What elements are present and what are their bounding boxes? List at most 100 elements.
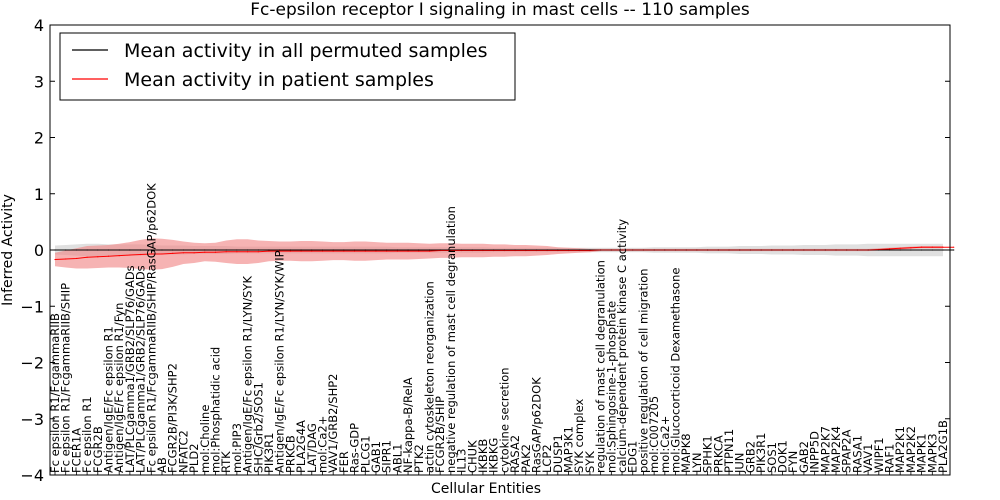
- x-tick-label: regulation of mast cell degranulation: [594, 260, 608, 473]
- x-tick-label: calcium-dependent protein kinase C activ…: [615, 219, 629, 473]
- x-tick-label: Antigen/IgE/Fc epsilon R1/Fyn: [112, 303, 126, 473]
- x-tick-label: ABL1: [390, 444, 404, 473]
- chart-title: Fc-epsilon receptor I signaling in mast …: [250, 0, 750, 20]
- point-patient: [375, 250, 377, 252]
- x-tick-label: MAP2K2: [904, 426, 918, 473]
- x-tick-label: Antigen/IgE/Fc epsilon R1/LYN/SYK/WIP: [273, 250, 287, 473]
- x-tick-label: CHUK: [465, 440, 479, 473]
- point-patient: [107, 255, 110, 257]
- x-tick-label: IL13: [455, 449, 469, 473]
- x-tick-label: Antigen/IgE/Fc epsilon R1: [101, 326, 115, 473]
- x-tick-label: negative regulation of mast cell degranu…: [444, 206, 458, 473]
- point-patient: [225, 251, 227, 253]
- point-patient: [407, 250, 409, 252]
- x-tick-label: MAP3K1: [562, 426, 576, 473]
- x-tick-label: PAK2: [519, 444, 533, 473]
- point-patient: [214, 251, 217, 253]
- y-tick-label: −3: [20, 410, 44, 429]
- x-tick-label: RASA1: [850, 435, 864, 473]
- point-patient: [118, 255, 120, 257]
- y-tick-label: 3: [34, 72, 44, 91]
- x-tick-label: PTK2: [412, 444, 426, 473]
- x-tick-label: PIK3R1: [262, 433, 276, 474]
- x-tick-label: mol:C007205: [647, 396, 661, 473]
- point-patient: [353, 250, 356, 252]
- point-patient: [343, 250, 345, 252]
- x-tick-label: MAPK8: [679, 433, 693, 473]
- x-tick-label: LYN: [690, 452, 704, 473]
- x-tick-label: SPAP2A: [840, 429, 854, 473]
- point-patient: [311, 250, 313, 252]
- x-tick-label: FCER1A: [69, 428, 83, 473]
- x-tick-label: PTPN11: [722, 429, 736, 473]
- x-tick-label: RASA2: [508, 435, 522, 473]
- x-tick-label: PRKCA: [711, 435, 725, 473]
- x-tick-label: SYK: [583, 451, 597, 473]
- x-tick-label: IKBKG: [487, 438, 501, 473]
- legend-label-patient: Mean activity in patient samples: [124, 69, 434, 91]
- point-patient: [921, 246, 923, 248]
- x-tick-label: DOK1: [776, 440, 790, 473]
- point-patient: [150, 253, 152, 255]
- x-tick-label: Antigen/IgE/Fc epsilon R1/LYN/SYK: [241, 276, 255, 473]
- x-tick-label: LAT/PLCgamma1/GRB2/SLP76/GADs: [134, 265, 148, 473]
- y-tick-label: −1: [20, 297, 44, 316]
- y-tick-label: 0: [34, 241, 44, 260]
- x-tick-label: AB: [155, 457, 169, 473]
- y-tick-label: −2: [20, 354, 44, 373]
- x-tick-label: MAP2K7: [818, 426, 832, 473]
- x-tick-label: JUN: [733, 453, 747, 474]
- point-patient: [161, 253, 163, 255]
- x-tick-label: EDG1: [626, 441, 640, 473]
- x-tick-label: Ras-GDP: [348, 423, 362, 473]
- point-patient: [910, 247, 912, 249]
- x-tick-label: LAT/DAG: [305, 423, 319, 473]
- point-patient: [75, 257, 77, 260]
- point-patient: [193, 252, 195, 254]
- x-tick-label: LCP2: [540, 444, 554, 473]
- x-tick-label: WIPF1: [872, 437, 886, 473]
- x-tick-label: MAPK3: [925, 433, 939, 473]
- x-tick-label: FCGR2B/PI3K/SHP2: [166, 363, 180, 473]
- x-tick-label: GAB1: [369, 441, 383, 473]
- x-tick-label: SYK complex: [572, 399, 586, 473]
- x-tick-label: mol:Choline: [198, 405, 212, 473]
- x-tick-label: PLA2G4A: [294, 420, 308, 473]
- point-patient: [428, 250, 431, 252]
- point-patient: [321, 250, 324, 252]
- point-patient: [257, 251, 259, 253]
- x-tick-label: FYN: [786, 451, 800, 473]
- x-tick-label: Fc epsilon R1: [80, 396, 94, 473]
- x-tick-label: MAPK1: [915, 433, 929, 473]
- point-patient: [279, 250, 281, 252]
- x-tick-label: GAB2: [797, 441, 811, 473]
- point-patient: [289, 250, 291, 252]
- point-patient: [364, 250, 366, 252]
- x-tick-label: RasGAP/p62DOK: [529, 377, 543, 473]
- x-tick-label: cytokine secretion: [497, 367, 511, 473]
- x-tick-label: GRB2: [743, 441, 757, 473]
- x-tick-label: NFATC2: [176, 430, 190, 473]
- x-tick-label: positive regulation of cell migration: [636, 268, 650, 473]
- x-tick-label: MAP2K1: [893, 426, 907, 473]
- x-tick-label: mol:Phosphatidic acid: [208, 347, 222, 473]
- y-tick-label: 1: [34, 185, 44, 204]
- x-tick-label: VAV1: [861, 444, 875, 473]
- point-patient: [386, 250, 388, 252]
- x-tick-label: NF-kappa-B/RelA: [401, 377, 415, 473]
- point-patient: [182, 252, 184, 254]
- x-tick-label: mol:Ca2+: [658, 416, 672, 473]
- point-patient: [418, 250, 420, 252]
- y-tick-label: 2: [34, 129, 44, 148]
- x-tick-label: MAP2K4: [829, 426, 843, 473]
- x-tick-label: PRKCB: [283, 435, 297, 473]
- x-tick-label: PLCG1: [358, 435, 372, 473]
- point-patient: [899, 247, 901, 249]
- y-axis-label: Inferred Activity: [0, 194, 16, 306]
- x-tick-label: Fc epsilon R1/FcgammaRIIB/SHIP/RasGAP/p6…: [144, 183, 158, 473]
- point-patient: [204, 251, 206, 253]
- x-tick-label: Fc epsilon R1/FcgammaRIIB/SHIP: [59, 283, 73, 473]
- x-tick-label: SOS1: [765, 442, 779, 473]
- point-patient: [54, 258, 56, 261]
